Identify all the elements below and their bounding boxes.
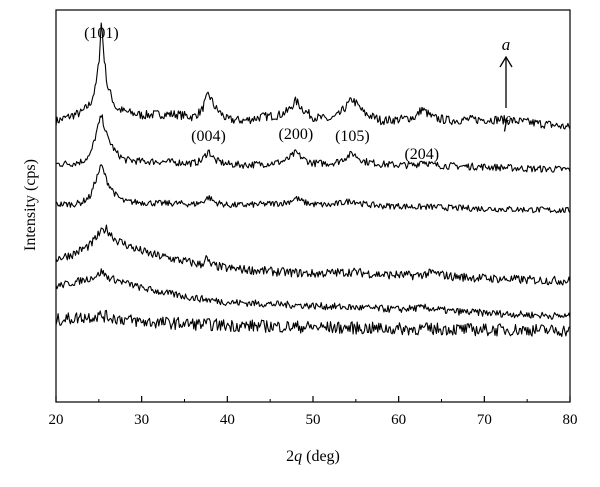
- peak-label: (204): [404, 146, 439, 163]
- series-layer: [55, 22, 571, 337]
- plot-frame: [55, 9, 571, 403]
- peak-label: (200): [279, 126, 314, 143]
- x-tick-label-20: 20: [49, 412, 64, 428]
- x-axis-title-prefix: 2: [286, 448, 294, 465]
- series-c-line: [55, 164, 571, 214]
- x-axis-title-unit: (deg): [302, 448, 340, 465]
- x-tick-label-40: 40: [220, 412, 235, 428]
- y-axis-title: Intensity (cps): [22, 159, 39, 251]
- x-tick-label-50: 50: [306, 412, 321, 428]
- x-tick-label-70: 70: [477, 412, 492, 428]
- x-axis-title: 2q (deg): [286, 448, 340, 465]
- peak-labels: (101) (004) (200) (105) (204): [84, 25, 439, 163]
- series-letter-top: a: [502, 35, 511, 54]
- x-axis-title-variable: q: [294, 448, 302, 465]
- x-tick-label-60: 60: [391, 412, 406, 428]
- peak-label: (004): [191, 128, 226, 145]
- series-letter-bottom: f: [504, 113, 511, 132]
- series-f-line: [55, 309, 571, 337]
- x-tick-label-30: 30: [134, 412, 149, 428]
- peak-label: (105): [335, 128, 370, 145]
- series-order-arrowhead: [499, 55, 513, 68]
- peak-label: (101): [84, 25, 119, 42]
- series-a-line: [55, 22, 571, 130]
- series-b-line: [55, 114, 571, 173]
- x-tick-label-80: 80: [563, 412, 578, 428]
- series-d-line: [55, 224, 571, 286]
- series-e-line: [55, 268, 571, 320]
- x-axis: 20 30 40 50 60 70 80: [49, 396, 578, 428]
